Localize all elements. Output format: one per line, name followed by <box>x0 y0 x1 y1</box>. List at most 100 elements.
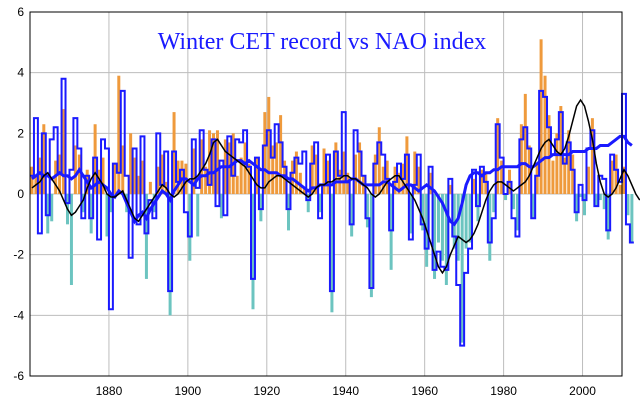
bar <box>188 194 192 261</box>
bar <box>583 194 587 216</box>
bar <box>133 157 137 194</box>
bar <box>527 145 531 194</box>
bar <box>271 145 275 194</box>
bar <box>369 194 373 298</box>
bar <box>137 175 141 194</box>
bar <box>294 151 298 194</box>
plot-frame <box>29 11 623 377</box>
bar <box>196 194 200 237</box>
bar <box>535 163 539 194</box>
bar <box>302 187 306 194</box>
x-tick-label: 2000 <box>569 384 596 398</box>
bar <box>306 194 310 213</box>
bar <box>460 194 464 343</box>
bar <box>417 166 421 194</box>
bar <box>563 157 567 194</box>
bar <box>358 142 362 194</box>
bar <box>334 142 338 194</box>
bar <box>77 154 81 194</box>
bar <box>212 133 216 194</box>
bar <box>73 145 77 194</box>
bar <box>318 194 322 213</box>
x-tick-label: 1900 <box>175 384 202 398</box>
bar <box>109 194 113 213</box>
bar <box>251 194 255 310</box>
line-series <box>30 77 640 347</box>
x-tick-label: 1940 <box>332 384 359 398</box>
x-tick-labels: 1880 1900 1920 1940 1960 1980 2000 <box>96 384 597 398</box>
bar <box>476 194 480 222</box>
bar <box>373 154 377 194</box>
bar <box>464 194 468 249</box>
bar <box>219 194 223 219</box>
bar <box>263 112 267 194</box>
bar <box>413 151 417 194</box>
bar <box>117 75 121 194</box>
bar <box>192 148 196 194</box>
bar <box>622 166 626 194</box>
bar <box>602 194 606 210</box>
bar <box>101 157 105 194</box>
bar <box>279 115 283 194</box>
bar <box>259 194 263 222</box>
bar <box>421 194 425 231</box>
bar <box>160 154 164 194</box>
bar <box>89 194 93 234</box>
bar <box>235 175 239 194</box>
bar <box>511 194 515 210</box>
bar <box>488 194 492 261</box>
bar <box>326 160 330 194</box>
y-tick-labels: -6 -4 -2 0 2 4 6 <box>13 5 24 383</box>
running-mean-line <box>31 134 633 227</box>
bar <box>586 166 590 194</box>
y-tick-label: 0 <box>17 187 24 201</box>
y-tick-label: -6 <box>13 369 24 383</box>
bar <box>440 194 444 261</box>
bar <box>172 112 176 194</box>
y-tick-label: -2 <box>13 248 24 262</box>
bar <box>314 154 318 194</box>
bar <box>176 160 180 194</box>
bar <box>239 157 243 194</box>
bar <box>105 194 109 237</box>
bar <box>365 194 369 228</box>
bar <box>275 142 279 194</box>
bar <box>551 160 555 194</box>
bar <box>397 172 401 194</box>
bar <box>144 194 148 279</box>
bar <box>598 194 602 201</box>
chart-title: Winter CET record vs NAO index <box>158 29 487 55</box>
bar <box>571 154 575 194</box>
bar <box>50 194 54 222</box>
bar <box>429 172 433 194</box>
bar <box>227 142 231 194</box>
bar <box>452 194 456 249</box>
bar <box>630 194 634 243</box>
bar <box>377 127 381 194</box>
bar <box>559 106 563 194</box>
bar <box>523 93 527 194</box>
bar <box>409 194 413 234</box>
bar <box>354 154 358 194</box>
bar <box>204 166 208 194</box>
y-tick-label: -4 <box>13 308 24 322</box>
bar <box>389 194 393 270</box>
bar <box>287 194 291 231</box>
bar <box>610 160 614 194</box>
bar <box>436 194 440 243</box>
bar <box>180 160 184 194</box>
bar <box>492 194 496 213</box>
bar <box>381 166 385 194</box>
bar <box>38 157 42 194</box>
bar <box>243 142 247 194</box>
bar <box>69 194 73 285</box>
bar <box>30 166 34 194</box>
bar <box>484 172 488 194</box>
bar <box>93 124 97 194</box>
bar <box>208 130 212 194</box>
bar <box>200 139 204 194</box>
bar <box>385 160 389 194</box>
bar <box>393 166 397 194</box>
x-tick-label: 1980 <box>490 384 517 398</box>
bar <box>444 194 448 285</box>
